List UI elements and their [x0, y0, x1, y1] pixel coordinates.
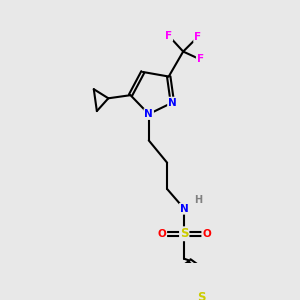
Text: N: N	[144, 109, 153, 119]
Text: F: F	[194, 32, 201, 42]
Text: S: S	[197, 291, 206, 300]
Text: N: N	[180, 204, 189, 214]
Text: F: F	[165, 31, 172, 41]
Text: H: H	[194, 195, 202, 205]
Text: O: O	[202, 229, 211, 239]
Text: N: N	[168, 98, 177, 108]
Text: F: F	[197, 54, 204, 64]
Text: O: O	[158, 229, 166, 239]
Text: S: S	[180, 227, 188, 240]
